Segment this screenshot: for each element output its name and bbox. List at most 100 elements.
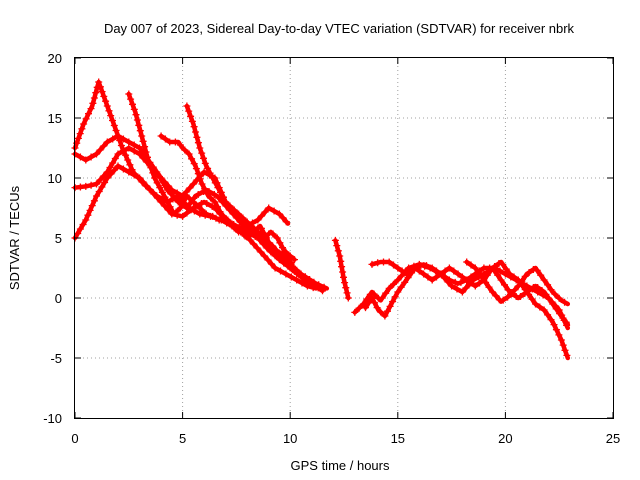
data-point-marker	[250, 240, 258, 248]
x-tick-label: 25	[606, 431, 620, 446]
x-tick-label: 10	[283, 431, 297, 446]
data-point-marker	[394, 288, 402, 296]
data-point-marker	[248, 222, 255, 230]
data-point-marker	[211, 198, 219, 206]
data-point-marker	[189, 180, 197, 188]
data-point-marker	[114, 162, 122, 170]
data-point-marker	[93, 150, 100, 158]
data-point-marker	[190, 160, 198, 168]
data-point-marker	[453, 285, 461, 293]
data-point-marker	[268, 244, 276, 252]
data-point-marker	[237, 228, 245, 236]
data-point-marker	[130, 147, 138, 155]
data-point-marker	[198, 180, 206, 188]
data-point-marker	[563, 351, 571, 359]
data-point-marker	[518, 277, 526, 285]
data-point-marker	[239, 214, 247, 222]
data-point-marker	[78, 125, 86, 133]
data-point-marker	[547, 286, 555, 294]
data-point-marker	[282, 218, 290, 226]
data-point-marker	[194, 139, 202, 147]
data-point-marker	[381, 312, 389, 320]
data-point-marker	[378, 294, 386, 302]
data-point-marker	[271, 264, 279, 272]
data-point-marker	[338, 263, 346, 271]
data-point-marker	[502, 265, 510, 273]
data-point-marker	[337, 257, 345, 265]
data-point-marker	[192, 165, 200, 173]
data-point-marker	[203, 200, 211, 207]
data-point-marker	[401, 278, 409, 286]
data-point-marker	[107, 112, 115, 120]
data-point-marker	[286, 252, 294, 260]
data-point-marker	[507, 290, 515, 298]
data-point-marker	[557, 336, 565, 344]
y-tick-labels: -10 -5 0 5 10 15 20	[43, 51, 62, 426]
data-point-marker	[441, 273, 449, 281]
data-point-marker	[164, 182, 172, 190]
data-point-marker	[179, 212, 187, 220]
data-point-marker	[277, 267, 284, 275]
data-point-marker	[542, 290, 550, 298]
data-point-marker	[384, 307, 391, 315]
data-point-marker	[463, 276, 471, 284]
data-point-marker	[129, 100, 136, 108]
data-point-marker	[132, 111, 140, 119]
x-tick-label: 5	[179, 431, 186, 446]
data-point-marker	[174, 198, 182, 206]
data-point-marker	[200, 154, 207, 162]
data-point-marker	[482, 278, 490, 286]
data-point-marker	[144, 153, 151, 161]
series-track-h	[331, 236, 352, 302]
data-point-marker	[458, 288, 466, 296]
data-point-marker	[550, 321, 558, 329]
data-point-marker	[544, 311, 552, 319]
data-point-marker	[216, 208, 224, 216]
data-point-marker	[437, 270, 445, 278]
data-point-marker	[501, 281, 508, 289]
data-point-marker	[301, 275, 309, 283]
data-point-marker	[475, 269, 483, 277]
y-tick-label: -10	[43, 411, 62, 426]
y-tick-label: 15	[48, 111, 62, 126]
data-point-marker	[529, 266, 537, 273]
data-point-marker	[130, 105, 138, 113]
data-point-marker	[365, 299, 373, 307]
data-point-marker	[179, 199, 187, 207]
data-point-marker	[126, 161, 134, 169]
data-point-marker	[136, 150, 144, 158]
data-point-marker	[188, 117, 196, 125]
data-point-marker	[105, 107, 113, 115]
data-point-marker	[441, 267, 449, 275]
data-point-marker	[343, 289, 351, 297]
axis-ticks	[74, 57, 614, 419]
data-point-marker	[98, 183, 106, 191]
data-point-marker	[151, 174, 159, 182]
data-point-marker	[280, 259, 288, 267]
data-point-marker	[133, 116, 141, 124]
data-point-marker	[336, 252, 344, 260]
data-point-marker	[256, 230, 264, 238]
series-track-l	[463, 258, 571, 307]
data-point-marker	[196, 175, 204, 183]
data-point-marker	[287, 258, 295, 266]
data-point-marker	[200, 168, 208, 176]
data-point-marker	[463, 258, 471, 266]
data-point-marker	[270, 207, 278, 215]
data-point-marker	[556, 310, 564, 318]
data-point-marker	[377, 308, 385, 316]
data-point-marker	[342, 284, 350, 292]
data-point-marker	[398, 267, 406, 275]
chart-title: Day 007 of 2023, Sidereal Day-to-day VTE…	[104, 21, 575, 36]
data-point-marker	[457, 278, 465, 286]
data-point-marker	[310, 281, 318, 289]
data-point-marker	[209, 174, 217, 182]
data-point-marker	[103, 102, 111, 110]
data-point-marker	[510, 273, 518, 281]
data-point-marker	[540, 306, 548, 314]
data-point-marker	[371, 299, 379, 307]
data-point-marker	[333, 242, 341, 250]
data-point-marker	[368, 260, 376, 268]
data-point-marker	[157, 174, 165, 182]
